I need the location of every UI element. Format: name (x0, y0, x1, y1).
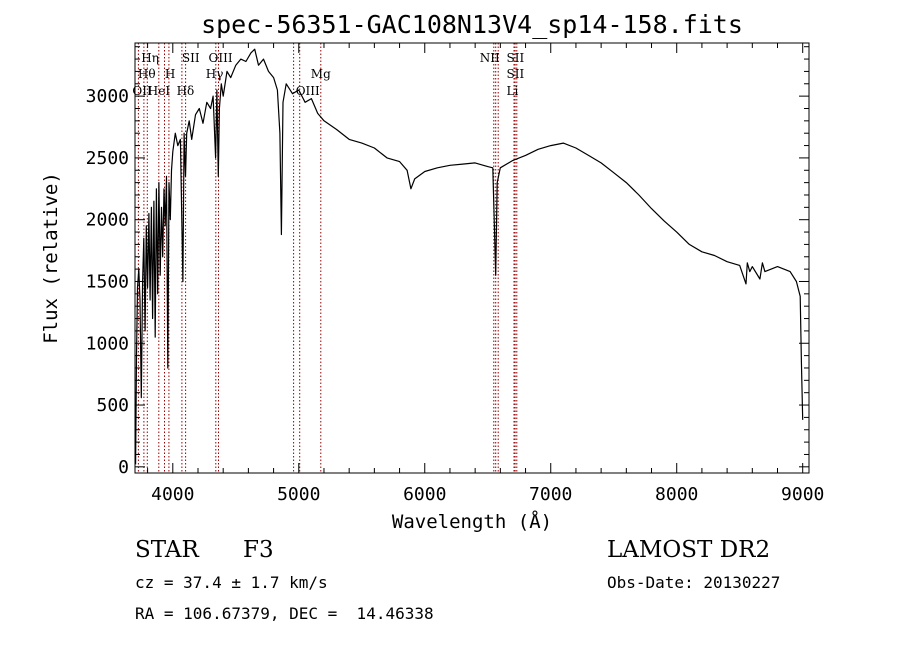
x-tick-label-9000: 9000 (781, 484, 824, 505)
line-label-5: H (165, 67, 175, 81)
line-label-12: Mg (311, 67, 331, 81)
line-label-3: HeI (148, 84, 171, 98)
line-label-9: OIII (209, 51, 233, 65)
survey-name: LAMOST DR2 (607, 537, 771, 563)
chart-title: spec-56351-GAC108N13V4_sp14-158.fits (201, 10, 743, 39)
line-label-17: SII (507, 51, 525, 65)
y-tick-label-2000: 2000 (86, 210, 129, 231)
spectral-line-markers (137, 43, 518, 473)
line-label-7: Hδ (177, 84, 195, 98)
x-tick-label-7000: 7000 (529, 484, 572, 505)
y-tick-label-1500: 1500 (86, 271, 129, 292)
y-tick-label-0: 0 (118, 457, 129, 478)
plot-frame (134, 42, 810, 474)
line-label-0: OII (132, 84, 152, 98)
spectral-line-labels: OII Hθ Hη HeI H SII Hδ Hγ OIII OIII Mg NII Li SII SII (132, 51, 524, 98)
line-label-18: SII (507, 67, 525, 81)
x-axis-ticks: 4000 5000 6000 7000 8000 9000 (147, 43, 824, 505)
x-tick-label-8000: 8000 (655, 484, 698, 505)
line-label-6: SII (182, 51, 200, 65)
y-tick-label-500: 500 (96, 395, 129, 416)
object-subclass: F3 (243, 537, 274, 563)
spectrum-series (135, 48, 804, 465)
line-label-8: Hγ (206, 67, 224, 81)
y-axis-label: Flux (relative) (40, 172, 62, 344)
line-label-1: Hθ (138, 67, 156, 81)
redshift-velocity: cz = 37.4 ± 1.7 km/s (135, 573, 328, 592)
line-label-13: NII (480, 51, 500, 65)
y-tick-label-1000: 1000 (86, 333, 129, 354)
object-class: STAR (135, 537, 199, 563)
y-tick-label-3000: 3000 (86, 86, 129, 107)
line-label-16: Li (507, 84, 519, 98)
coordinates: RA = 106.67379, DEC = 14.46338 (135, 604, 434, 623)
observation-date: Obs-Date: 20130227 (607, 573, 781, 592)
x-tick-label-5000: 5000 (277, 484, 320, 505)
x-tick-label-4000: 4000 (151, 484, 194, 505)
x-axis-label: Wavelength (Å) (392, 510, 552, 533)
line-label-11: OIII (296, 84, 320, 98)
x-tick-label-6000: 6000 (403, 484, 446, 505)
spectrum-line-0 (135, 48, 804, 465)
line-label-2: Hη (141, 51, 159, 65)
y-tick-label-2500: 2500 (86, 148, 129, 169)
y-axis-ticks: 0 500 1000 1500 2000 2500 3000 (86, 46, 809, 478)
